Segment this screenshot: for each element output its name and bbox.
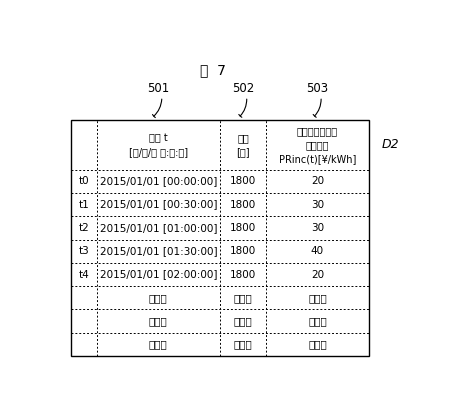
Text: 図  7: 図 7 xyxy=(200,63,226,77)
Text: 30: 30 xyxy=(311,223,324,233)
Text: 502: 502 xyxy=(232,82,254,95)
Text: ・・・: ・・・ xyxy=(149,293,168,303)
Text: t3: t3 xyxy=(79,246,89,256)
Text: 時刻 t
[年/月/日 時:分:秒]: 時刻 t [年/月/日 時:分:秒] xyxy=(129,133,188,157)
Text: ・・・: ・・・ xyxy=(234,339,252,349)
Text: インセンティブ
価格単価
PRinc(t)[¥/kWh]: インセンティブ 価格単価 PRinc(t)[¥/kWh] xyxy=(279,126,356,164)
Text: 20: 20 xyxy=(311,176,324,186)
Text: 期間
[秒]: 期間 [秒] xyxy=(236,133,250,157)
Text: 2015/01/01 [01:00:00]: 2015/01/01 [01:00:00] xyxy=(100,223,217,233)
Text: ・・・: ・・・ xyxy=(149,339,168,349)
Text: ・・・: ・・・ xyxy=(234,293,252,303)
Text: t2: t2 xyxy=(79,223,89,233)
Text: ・・・: ・・・ xyxy=(308,339,327,349)
Text: 2015/01/01 [00:30:00]: 2015/01/01 [00:30:00] xyxy=(100,200,217,209)
Text: t1: t1 xyxy=(79,200,89,209)
Text: 1800: 1800 xyxy=(230,270,256,279)
Text: 40: 40 xyxy=(311,246,324,256)
Text: t4: t4 xyxy=(79,270,89,279)
Text: 1800: 1800 xyxy=(230,246,256,256)
Text: D2: D2 xyxy=(381,138,399,151)
Text: ・・・: ・・・ xyxy=(149,316,168,326)
Text: ・・・: ・・・ xyxy=(234,316,252,326)
Text: 30: 30 xyxy=(311,200,324,209)
Text: 1800: 1800 xyxy=(230,223,256,233)
Text: ・・・: ・・・ xyxy=(308,293,327,303)
Text: 1800: 1800 xyxy=(230,200,256,209)
Text: 2015/01/01 [02:00:00]: 2015/01/01 [02:00:00] xyxy=(100,270,217,279)
Text: 2015/01/01 [01:30:00]: 2015/01/01 [01:30:00] xyxy=(100,246,217,256)
Text: 1800: 1800 xyxy=(230,176,256,186)
Text: t0: t0 xyxy=(79,176,89,186)
Text: 20: 20 xyxy=(311,270,324,279)
Text: ・・・: ・・・ xyxy=(308,316,327,326)
Text: 501: 501 xyxy=(147,82,170,95)
Text: 2015/01/01 [00:00:00]: 2015/01/01 [00:00:00] xyxy=(100,176,217,186)
Text: 503: 503 xyxy=(306,82,329,95)
